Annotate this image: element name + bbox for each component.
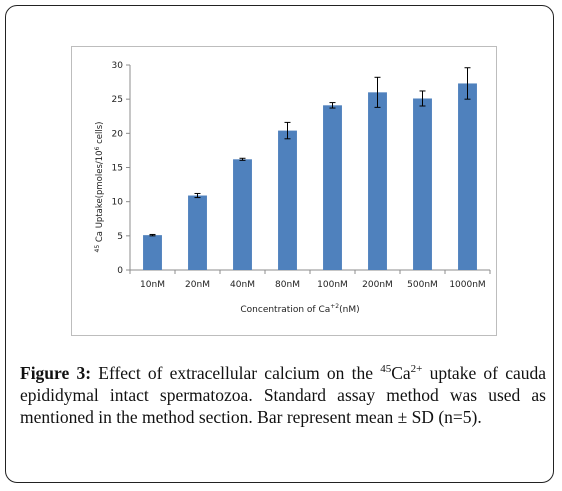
x-tick-label: 80nM <box>275 280 300 290</box>
plot-area: 0 5 10 15 20 25 30 10nM 20nM 40nM 80nM 100nM 200nM 50… <box>112 61 491 290</box>
x-tick-label: 10nM <box>140 280 165 290</box>
caption-text-2: uptake of cauda epididymal intact sperma… <box>20 363 546 427</box>
bar <box>278 130 297 270</box>
x-axis-label-text: Concentration of Ca <box>240 305 330 315</box>
y-axis-label: 45 Ca Uptake(pmoles/106 cells) <box>94 122 105 253</box>
y-tick-label: 5 <box>117 232 123 242</box>
bar <box>368 92 387 270</box>
caption-text-1: Effect of extracellular calcium on the <box>91 363 381 383</box>
x-axis-label-sup: +2 <box>330 303 339 310</box>
bar <box>233 159 252 270</box>
x-tick-label: 40nM <box>230 280 255 290</box>
x-tick-label: 500nM <box>407 280 438 290</box>
figure-label: Figure 3: <box>20 363 92 383</box>
caption-charge-superscript: 2+ <box>410 363 423 376</box>
bar-chart: 45 Ca Uptake(pmoles/106 cells) Concentra… <box>94 61 491 315</box>
svg-text:Concentration of Ca+2(nM): Concentration of Ca+2(nM) <box>240 303 359 315</box>
x-tick-label: 100nM <box>317 280 348 290</box>
x-axis-label: Concentration of Ca+2(nM) <box>240 303 359 315</box>
caption-isotope-superscript: 45 <box>380 363 392 376</box>
x-tick-label: 200nM <box>362 280 393 290</box>
bar <box>188 195 207 270</box>
x-tick-label: 1000nM <box>449 280 485 290</box>
figure-caption: Figure 3: Effect of extracellular calciu… <box>20 362 546 428</box>
y-tick-label: 10 <box>112 198 124 208</box>
x-axis-label-unit: (nM) <box>339 305 360 315</box>
y-axis-label-post: cells) <box>95 122 105 147</box>
y-tick-label: 0 <box>117 266 123 276</box>
bar <box>323 105 342 270</box>
y-tick-label: 25 <box>112 95 123 105</box>
chart-container: 45 Ca Uptake(pmoles/106 cells) Concentra… <box>71 46 497 336</box>
svg-text:45 Ca Uptake(pmoles/106 cells): 45 Ca Uptake(pmoles/106 cells) <box>94 122 105 253</box>
y-axis-label-main: Ca Uptake(pmoles/10 <box>95 150 105 244</box>
x-tick-label: 20nM <box>185 280 210 290</box>
y-tick-label: 30 <box>112 61 124 71</box>
figure-frame: 45 Ca Uptake(pmoles/106 cells) Concentra… <box>5 5 554 483</box>
y-tick-label: 20 <box>112 129 124 139</box>
y-axis-label-exp: 6 <box>94 146 101 150</box>
bar <box>413 98 432 270</box>
caption-ion: Ca <box>391 363 411 383</box>
bar <box>458 83 477 270</box>
bar <box>143 235 162 270</box>
y-axis-label-pre: 45 <box>94 245 101 253</box>
y-tick-label: 15 <box>112 164 123 174</box>
